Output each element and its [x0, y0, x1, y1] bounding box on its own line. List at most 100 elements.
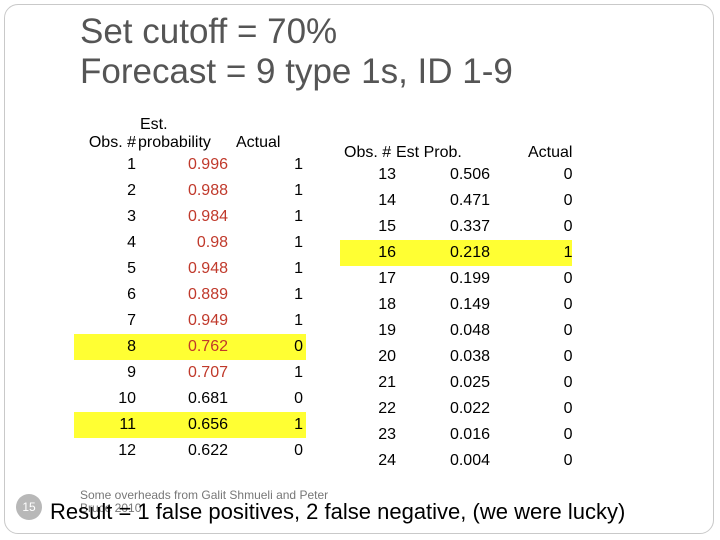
cell-obs: 15	[378, 218, 396, 235]
cell-obs: 2	[127, 182, 136, 199]
cell-actual: 1	[294, 208, 303, 225]
cell-prob: 0.984	[187, 208, 228, 225]
cell-obs: 10	[118, 390, 136, 407]
header-prob: Est Prob.	[396, 144, 462, 161]
cell-prob: 0.048	[449, 322, 490, 339]
cell-actual: 1	[294, 260, 303, 277]
table-row: 10 0.681 0	[74, 386, 306, 412]
credit-line-2: Bruce 2010	[80, 501, 142, 515]
cell-prob: 0.022	[449, 400, 490, 417]
cell-actual: 1	[294, 182, 303, 199]
cell-obs: 1	[127, 156, 136, 173]
table-row: 17 0.199 0	[340, 266, 572, 292]
table-row: 11 0.656 1	[74, 412, 306, 438]
slide-number-badge: 15	[16, 494, 42, 520]
cell-actual: 0	[563, 348, 573, 365]
table-row: 15 0.337 0	[340, 214, 572, 240]
cell-actual: 0	[563, 192, 573, 209]
table-row: 16 0.218 1	[340, 240, 573, 266]
cell-obs: 6	[127, 286, 136, 303]
cell-actual: 1	[294, 364, 303, 381]
header-est: Est.	[140, 116, 168, 133]
cell-obs: 17	[378, 270, 396, 287]
cell-prob: 0.98	[196, 234, 228, 251]
cell-actual: 0	[563, 452, 573, 469]
cell-obs: 23	[378, 426, 396, 443]
table-row: 7 0.949 1	[74, 308, 306, 334]
cell-obs: 9	[127, 364, 136, 381]
cell-actual: 1	[294, 312, 303, 329]
table-row: 21 0.025 0	[340, 370, 572, 396]
table-row: 8 0.762 0	[74, 334, 306, 360]
table-row: 19 0.048 0	[340, 318, 572, 344]
table-row: 6 0.889 1	[74, 282, 306, 308]
cell-obs: 19	[378, 322, 396, 339]
credit-line-1: Some overheads from Galit Shmueli and Pe…	[80, 488, 329, 502]
table-row: 2 0.988 1	[74, 178, 306, 204]
cell-prob: 0.016	[449, 426, 490, 443]
cell-prob: 0.218	[396, 240, 490, 266]
header-obs: x Obs. #	[88, 134, 136, 151]
table-row: 4 0.98 1	[74, 230, 306, 256]
table-row: 23 0.016 0	[340, 422, 572, 448]
right-data-table: Obs. # Est Prob. Actual 13 0.506 0 14 0.471 0…	[340, 136, 573, 474]
cell-obs: 16	[340, 240, 396, 266]
cell-prob: 0.681	[187, 390, 228, 407]
cell-actual: 0	[228, 334, 306, 360]
table-row: 24 0.004 0	[340, 448, 572, 474]
cell-prob: 0.038	[449, 348, 490, 365]
cell-actual: 1	[294, 234, 303, 251]
cell-prob: 0.004	[449, 452, 490, 469]
table-row: 9 0.707 1	[74, 360, 306, 386]
cell-obs: 24	[378, 452, 396, 469]
cell-obs: 21	[378, 374, 396, 391]
table-row: 5 0.948 1	[74, 256, 306, 282]
cell-actual: 0	[563, 322, 573, 339]
cell-actual: 0	[294, 442, 303, 459]
cell-prob: 0.506	[449, 166, 490, 183]
cell-obs: 3	[127, 208, 136, 225]
cell-actual: 0	[563, 400, 573, 417]
table-row: 1 0.996 1	[74, 152, 306, 178]
cell-prob: 0.199	[449, 270, 490, 287]
cell-obs: 22	[378, 400, 396, 417]
table-row: 13 0.506 0	[340, 162, 572, 188]
cell-actual: 0	[563, 374, 573, 391]
cell-actual: 0	[563, 218, 573, 235]
cell-actual: 0	[563, 166, 573, 183]
cell-prob: 0.889	[187, 286, 228, 303]
cell-obs: 14	[378, 192, 396, 209]
cell-actual: 0	[563, 296, 573, 313]
cell-obs: 5	[127, 260, 136, 277]
cell-prob: 0.471	[449, 192, 490, 209]
header-actual: Actual	[528, 144, 573, 161]
cell-prob: 0.656	[136, 412, 228, 438]
cell-obs: 12	[118, 442, 136, 459]
cell-actual: 1	[294, 156, 303, 173]
result-text: Result = 1 false positives, 2 false nega…	[50, 499, 626, 524]
cell-obs: 20	[378, 348, 396, 365]
cell-prob: 0.149	[449, 296, 490, 313]
cell-obs: 7	[127, 312, 136, 329]
table-row: 20 0.038 0	[340, 344, 572, 370]
cell-prob: 0.025	[449, 374, 490, 391]
cell-actual: 0	[563, 270, 573, 287]
table-row: 14 0.471 0	[340, 188, 572, 214]
cell-obs: 8	[74, 334, 136, 360]
cell-obs: 11	[74, 412, 136, 438]
header-obs: Obs. #	[344, 144, 392, 161]
cell-obs: 18	[378, 296, 396, 313]
cell-actual: 1	[294, 286, 303, 303]
table-row: 3 0.984 1	[74, 204, 306, 230]
cell-obs: 4	[127, 234, 136, 251]
credit-text: Some overheads from Galit Shmueli and Pe…	[80, 489, 380, 515]
table-row: 12 0.622 0	[74, 438, 306, 464]
cell-actual: 0	[294, 390, 303, 407]
cell-prob: 0.337	[449, 218, 490, 235]
cell-obs: 13	[378, 166, 396, 183]
table-row: 18 0.149 0	[340, 292, 572, 318]
cell-prob: 0.762	[136, 334, 228, 360]
cell-prob: 0.622	[187, 442, 228, 459]
left-data-table: x Obs. # Est. probability x Actual 1 0.99…	[74, 116, 306, 464]
header-actual: x Actual	[236, 134, 281, 151]
